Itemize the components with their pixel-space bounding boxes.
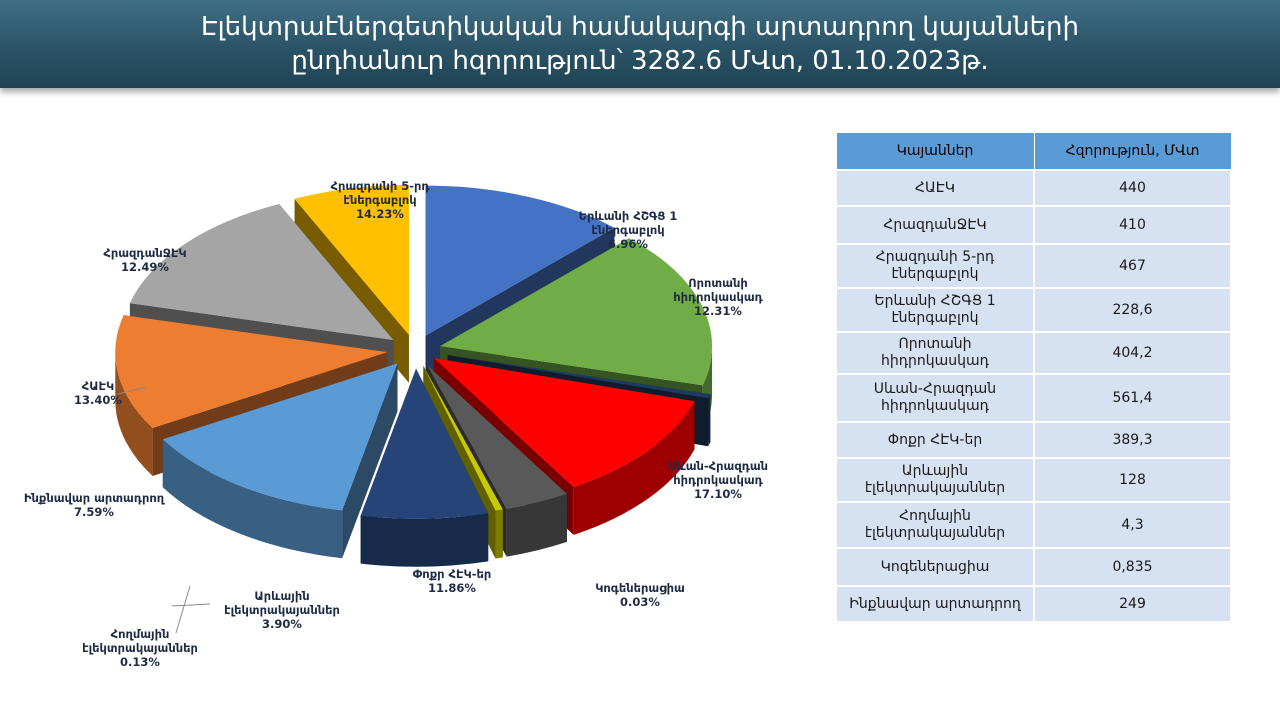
pie-slice-side	[495, 509, 503, 559]
slice-label: Հողմային էլեկտրակայաններ 0.13%	[82, 627, 198, 669]
table-cell-capacity: 128	[1033, 457, 1232, 503]
table-cell-capacity: 561,4	[1033, 373, 1232, 423]
pie-slice	[425, 185, 615, 336]
table-cell-capacity: 0,835	[1033, 547, 1232, 587]
page-title-line-1: Էլեկտրաէներգետիկական համակարգի արտադրող …	[200, 12, 1080, 42]
capacity-table: Կայաններ Հզորություն, ՄՎտ ՀԱԷԿ 440 Հրազդան…	[835, 132, 1232, 623]
pie-slice-side	[360, 513, 489, 567]
leader-line	[117, 386, 147, 395]
table-cell-station: Ինքնավար արտադրող	[835, 585, 1035, 623]
slice-label: Սևան-Հրազդան հիդրոկասկադ 17.10%	[668, 459, 768, 501]
table-cell-station: Երևանի ՀՇԳՑ 1 էներգաբլոկ	[835, 287, 1035, 333]
column-header-stations: Կայաններ	[835, 132, 1035, 171]
slice-label: ՀրազդանՋԷԿ 12.49%	[103, 246, 186, 274]
table-cell-station: Կոգեներացիա	[835, 547, 1035, 587]
table-cell-station: Հրազդանի 5-րդ էներգաբլոկ	[835, 243, 1035, 289]
table-row: Հրազդանի 5-րդ էներգաբլոկ 467	[835, 243, 1232, 289]
page-title-line-2: ընդհանուր հզորություն՝ 3282.6 ՄՎտ, 01.10…	[291, 46, 989, 76]
table-cell-capacity: 4,3	[1033, 501, 1232, 549]
table-row: Հողմային էլեկտրակայաններ 4,3	[835, 501, 1232, 549]
pie-slice	[440, 238, 713, 386]
slice-label: Կոգեներացիա 0.03%	[595, 581, 685, 609]
table-cell-capacity: 410	[1033, 205, 1232, 245]
pie-slice-side	[708, 394, 711, 447]
leader-line	[175, 585, 191, 634]
pie-slice	[360, 368, 489, 519]
pie-slice-side	[162, 439, 343, 559]
slice-label: Որոտանի հիդրոկասկադ 12.31%	[673, 276, 763, 318]
table-cell-capacity: 467	[1033, 243, 1232, 289]
table-cell-capacity: 404,2	[1033, 331, 1232, 375]
pie-slice	[294, 184, 409, 335]
table-row: Կոգեներացիա 0,835	[835, 547, 1232, 587]
slice-label: Երևանի ՀՇԳՑ 1 էներգաբլոկ 6.96%	[579, 209, 678, 251]
pie-slice	[129, 204, 394, 341]
table-row: Ինքնավար արտադրող 249	[835, 585, 1232, 623]
table-cell-station: Որոտանի հիդրոկասկադ	[835, 331, 1035, 375]
column-header-capacity: Հզորություն, ՄՎտ	[1033, 132, 1232, 171]
leader-line	[171, 603, 211, 607]
pie-slice-side	[115, 352, 153, 476]
pie-slice	[447, 355, 711, 399]
table-row: Երևանի ՀՇԳՑ 1 էներգաբլոկ 228,6	[835, 287, 1232, 333]
table-cell-capacity: 440	[1033, 169, 1232, 207]
pie-slice-side	[573, 401, 695, 535]
pie-slice	[433, 358, 695, 487]
table-row: ՀԱԷԿ 440	[835, 169, 1232, 207]
table-cell-station: ՀԱԷԿ	[835, 169, 1035, 207]
table-cell-station: Փոքր ՀԷԿ-եր	[835, 421, 1035, 459]
table-row: Որոտանի հիդրոկասկադ 404,2	[835, 331, 1232, 375]
table-cell-station: Արևային էլեկտրակայաններ	[835, 457, 1035, 503]
table-body: ՀԱԷԿ 440 ՀրազդանՋԷԿ 410 Հրազդանի 5-րդ էներգա…	[835, 169, 1232, 623]
slice-label: Արևային էլեկտրակայաններ 3.90%	[224, 589, 340, 631]
pie-labels: Որոտանի հիդրոկասկադ 12.31% Սևան-Հրազդան հիդր…	[24, 179, 768, 669]
slice-label: Ինքնավար արտադրող 7.59%	[24, 491, 166, 519]
pie-slice	[427, 365, 567, 509]
pie-chart: Որոտանի հիդրոկասկադ 12.31% Սևան-Հրազդան հիդր…	[24, 179, 768, 669]
table-cell-capacity: 228,6	[1033, 287, 1232, 333]
pie-slice	[423, 365, 503, 511]
slice-label: Հրազդանի 5-րդ էներգաբլոկ 14.23%	[330, 179, 430, 221]
table-row: Սևան-Հրազդան հիդրոկասկադ 561,4	[835, 373, 1232, 423]
slice-label: Փոքր ՀԷԿ-եր 11.86%	[413, 567, 492, 595]
table-row: Փոքր ՀԷԿ-եր 389,3	[835, 421, 1232, 459]
table-header-row: Կայաններ Հզորություն, ՄՎտ	[835, 132, 1232, 171]
title-banner: Էլեկտրաէներգետիկական համակարգի արտադրող …	[0, 0, 1280, 88]
table-row: Արևային էլեկտրակայաններ 128	[835, 457, 1232, 503]
table-cell-capacity: 389,3	[1033, 421, 1232, 459]
table-cell-station: Հողմային էլեկտրակայաններ	[835, 501, 1035, 549]
table-cell-station: Սևան-Հրազդան հիդրոկասկադ	[835, 373, 1035, 423]
pie-slice	[115, 315, 388, 428]
pie-slice	[162, 363, 398, 511]
slice-label: ՀԱԷԿ 13.40%	[74, 379, 122, 407]
table-cell-station: ՀրազդանՋԷԿ	[835, 205, 1035, 245]
table-row: ՀրազդանՋԷԿ 410	[835, 205, 1232, 245]
table-cell-capacity: 249	[1033, 585, 1232, 623]
pie-slice-side	[506, 493, 567, 557]
pie-tops	[115, 184, 713, 519]
